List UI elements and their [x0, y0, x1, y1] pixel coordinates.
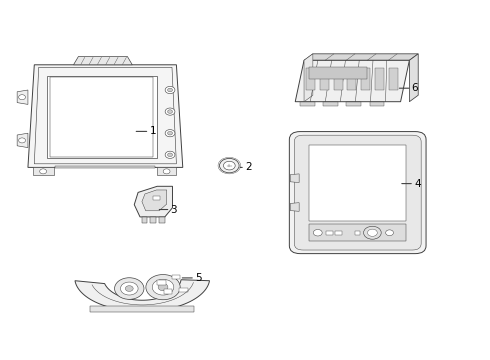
Circle shape: [364, 226, 381, 239]
Circle shape: [125, 286, 133, 292]
Bar: [375, 68, 384, 90]
Polygon shape: [304, 54, 418, 60]
Circle shape: [158, 284, 168, 291]
Circle shape: [19, 95, 25, 100]
Polygon shape: [74, 57, 132, 65]
Bar: [159, 217, 165, 223]
Bar: [346, 102, 361, 106]
Text: 4: 4: [402, 179, 421, 189]
FancyBboxPatch shape: [294, 135, 421, 250]
Circle shape: [368, 229, 377, 236]
Circle shape: [165, 130, 175, 137]
Polygon shape: [410, 54, 418, 102]
Bar: [172, 275, 180, 279]
Text: 6: 6: [399, 83, 418, 93]
Circle shape: [165, 151, 175, 158]
Polygon shape: [157, 167, 176, 175]
Circle shape: [146, 275, 180, 300]
FancyBboxPatch shape: [289, 132, 426, 253]
Bar: [152, 197, 160, 200]
Bar: [323, 102, 338, 106]
Circle shape: [168, 131, 172, 135]
Circle shape: [165, 86, 175, 94]
Polygon shape: [295, 60, 410, 102]
Polygon shape: [290, 174, 299, 183]
Polygon shape: [134, 186, 172, 217]
Circle shape: [19, 138, 25, 143]
Circle shape: [168, 110, 172, 113]
Bar: [179, 288, 188, 292]
Circle shape: [115, 278, 144, 300]
Circle shape: [168, 153, 172, 157]
Bar: [300, 102, 315, 106]
Polygon shape: [28, 65, 183, 167]
Circle shape: [152, 279, 174, 295]
Bar: [142, 217, 147, 223]
Polygon shape: [142, 190, 167, 211]
Bar: [369, 102, 384, 106]
Circle shape: [314, 230, 322, 236]
Polygon shape: [33, 167, 54, 175]
Bar: [326, 230, 333, 235]
Text: 5: 5: [182, 273, 202, 283]
Circle shape: [223, 161, 235, 170]
Polygon shape: [90, 306, 194, 312]
Text: 1: 1: [136, 126, 156, 136]
Polygon shape: [309, 224, 406, 241]
Polygon shape: [55, 166, 155, 168]
Bar: [334, 68, 343, 90]
Polygon shape: [17, 90, 28, 104]
Circle shape: [220, 158, 239, 173]
Polygon shape: [290, 203, 299, 211]
Bar: [157, 280, 166, 285]
Bar: [306, 68, 315, 90]
Polygon shape: [17, 133, 28, 148]
Bar: [320, 68, 329, 90]
Polygon shape: [47, 76, 157, 158]
Circle shape: [386, 230, 393, 235]
Circle shape: [40, 169, 47, 174]
Circle shape: [165, 108, 175, 115]
Circle shape: [163, 169, 170, 174]
Bar: [389, 68, 398, 90]
Bar: [309, 67, 368, 79]
Text: 3: 3: [159, 204, 177, 215]
Polygon shape: [309, 145, 406, 221]
Bar: [164, 289, 172, 294]
Polygon shape: [75, 280, 210, 311]
Circle shape: [168, 88, 172, 92]
Bar: [150, 217, 156, 223]
Text: 2: 2: [240, 162, 252, 172]
Bar: [335, 230, 342, 235]
Bar: [355, 231, 360, 235]
Polygon shape: [304, 54, 313, 102]
Bar: [347, 68, 356, 90]
Bar: [361, 68, 370, 90]
Circle shape: [121, 282, 138, 295]
